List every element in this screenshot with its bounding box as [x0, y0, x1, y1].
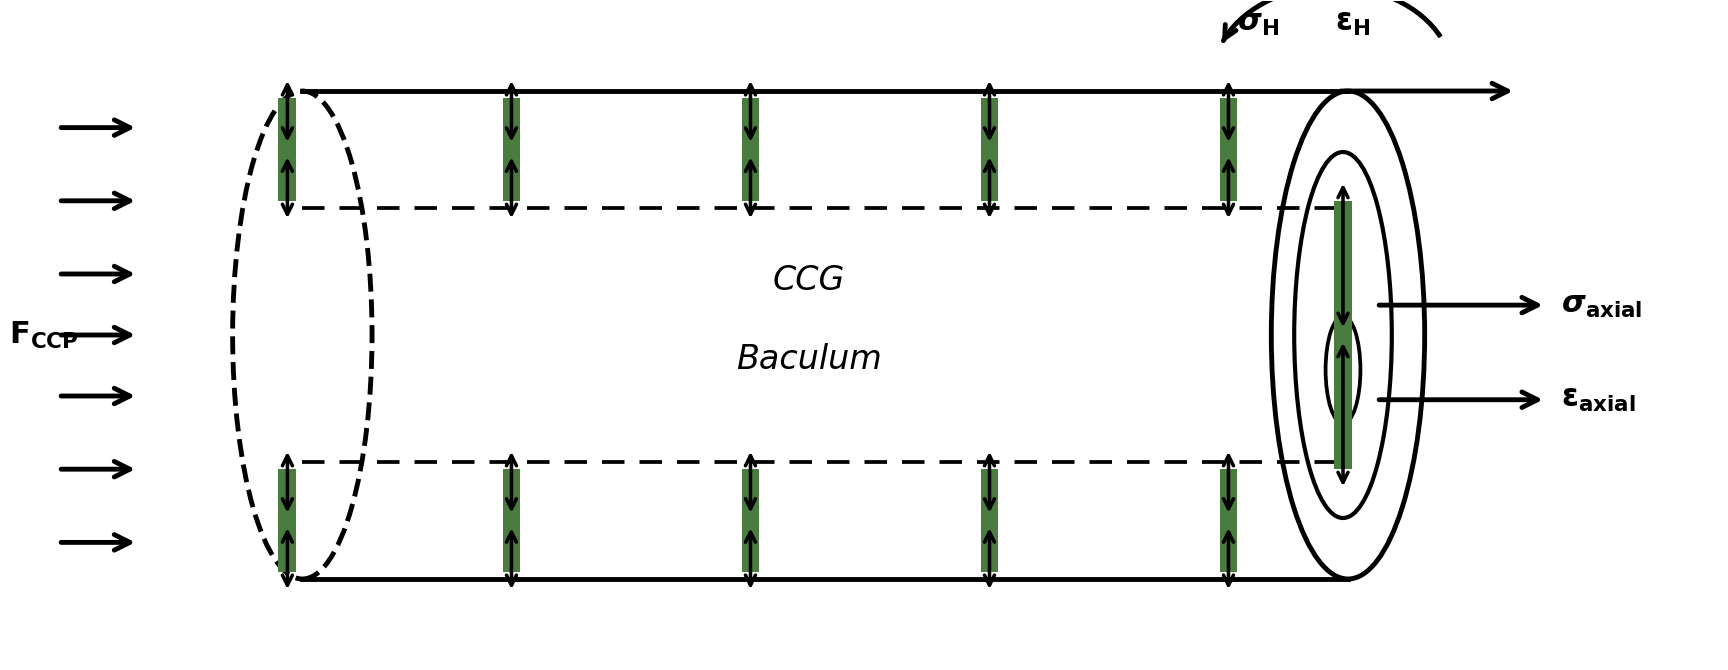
- Text: $\boldsymbol{\sigma}_\mathbf{axial}$: $\boldsymbol{\sigma}_\mathbf{axial}$: [1560, 291, 1642, 320]
- Bar: [741, 469, 759, 572]
- Bar: [278, 98, 297, 201]
- Bar: [278, 469, 297, 572]
- Bar: [503, 469, 520, 572]
- Bar: [980, 98, 999, 201]
- Text: $\boldsymbol{\sigma}_\mathbf{H}$: $\boldsymbol{\sigma}_\mathbf{H}$: [1237, 9, 1279, 38]
- Text: CCG: CCG: [772, 264, 845, 297]
- Bar: [980, 469, 999, 572]
- Text: $\boldsymbol{\varepsilon}_\mathbf{H}$: $\boldsymbol{\varepsilon}_\mathbf{H}$: [1336, 9, 1370, 38]
- Bar: [741, 98, 759, 201]
- Bar: [503, 98, 520, 201]
- Bar: [1334, 201, 1351, 469]
- Text: $\boldsymbol{\varepsilon}_\mathbf{axial}$: $\boldsymbol{\varepsilon}_\mathbf{axial}…: [1560, 385, 1635, 414]
- Bar: [1220, 98, 1237, 201]
- Text: Baculum: Baculum: [736, 344, 881, 377]
- Text: $\mathbf{F}_{\mathbf{CCP}}$: $\mathbf{F}_{\mathbf{CCP}}$: [9, 320, 78, 350]
- Bar: [1220, 469, 1237, 572]
